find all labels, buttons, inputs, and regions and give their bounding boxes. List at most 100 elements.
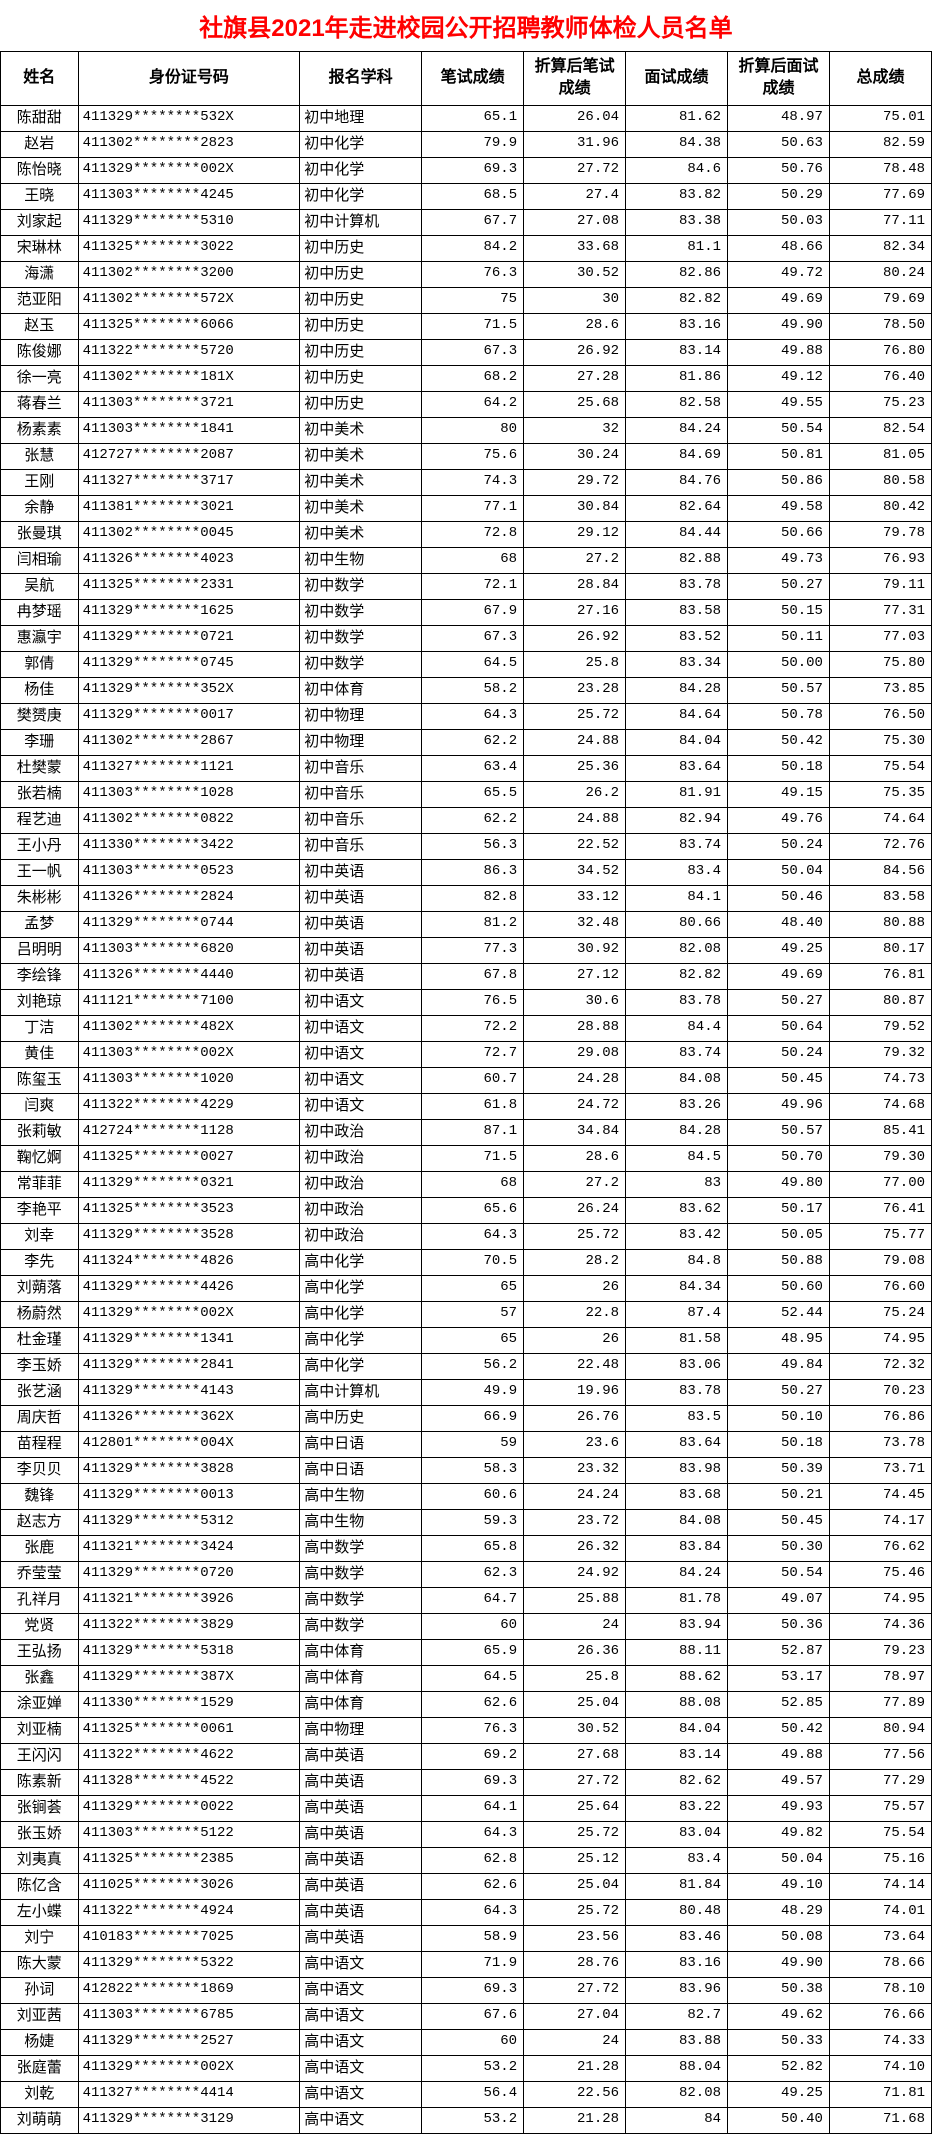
cell: 411329********0720 — [78, 1561, 300, 1587]
cell: 65.9 — [422, 1639, 524, 1665]
cell: 26.32 — [524, 1535, 626, 1561]
cell: 64.1 — [422, 1795, 524, 1821]
page-title: 社旗县2021年走进校园公开招聘教师体检人员名单 — [0, 0, 932, 51]
cell: 初中数学 — [300, 573, 422, 599]
cell: 83.58 — [626, 599, 728, 625]
table-row: 李玉娇411329********2841高中化学56.222.4883.064… — [1, 1353, 932, 1379]
cell: 83.88 — [626, 2029, 728, 2055]
cell: 49.15 — [728, 781, 830, 807]
cell: 82.64 — [626, 495, 728, 521]
cell: 25.36 — [524, 755, 626, 781]
cell: 25.68 — [524, 391, 626, 417]
table-row: 张艺涵411329********4143高中计算机49.919.9683.78… — [1, 1379, 932, 1405]
cell: 24.92 — [524, 1561, 626, 1587]
cell: 初中化学 — [300, 131, 422, 157]
cell: 49.72 — [728, 261, 830, 287]
cell: 49.88 — [728, 1743, 830, 1769]
cell: 高中英语 — [300, 1847, 422, 1873]
cell: 63.4 — [422, 755, 524, 781]
cell: 初中物理 — [300, 729, 422, 755]
cell: 74.17 — [829, 1509, 931, 1535]
cell: 19.96 — [524, 1379, 626, 1405]
cell: 27.08 — [524, 209, 626, 235]
cell: 张鑫 — [1, 1665, 79, 1691]
cell: 郭倩 — [1, 651, 79, 677]
cell: 26 — [524, 1327, 626, 1353]
cell: 李珊 — [1, 729, 79, 755]
cell: 50.33 — [728, 2029, 830, 2055]
cell: 26.24 — [524, 1197, 626, 1223]
cell: 411302********181X — [78, 365, 300, 391]
cell: 82.34 — [829, 235, 931, 261]
col-header: 总成绩 — [829, 52, 931, 106]
cell: 80.48 — [626, 1899, 728, 1925]
cell: 初中语文 — [300, 989, 422, 1015]
cell: 78.66 — [829, 1951, 931, 1977]
cell: 高中英语 — [300, 1821, 422, 1847]
cell: 77.69 — [829, 183, 931, 209]
cell: 64.3 — [422, 1223, 524, 1249]
table-row: 杨佳411329********352X初中体育58.223.2884.2850… — [1, 677, 932, 703]
cell: 84.2 — [422, 235, 524, 261]
cell: 22.8 — [524, 1301, 626, 1327]
cell: 高中数学 — [300, 1613, 422, 1639]
cell: 刘亚楠 — [1, 1717, 79, 1743]
table-row: 党贤411322********3829高中数学602483.9450.3674… — [1, 1613, 932, 1639]
cell: 59.3 — [422, 1509, 524, 1535]
cell: 魏锋 — [1, 1483, 79, 1509]
cell: 77.03 — [829, 625, 931, 651]
cell: 83 — [626, 1171, 728, 1197]
table-row: 刘幸411329********3528初中政治64.325.7283.4250… — [1, 1223, 932, 1249]
cell: 赵岩 — [1, 131, 79, 157]
cell: 初中化学 — [300, 183, 422, 209]
cell: 49.76 — [728, 807, 830, 833]
cell: 411329********0321 — [78, 1171, 300, 1197]
cell: 84.34 — [626, 1275, 728, 1301]
cell: 83.46 — [626, 1925, 728, 1951]
cell: 56.2 — [422, 1353, 524, 1379]
cell: 吴航 — [1, 573, 79, 599]
cell: 张锏荟 — [1, 1795, 79, 1821]
cell: 初中数学 — [300, 625, 422, 651]
cell: 411322********5720 — [78, 339, 300, 365]
table-row: 赵志方411329********5312高中生物59.323.7284.085… — [1, 1509, 932, 1535]
table-row: 吕明明411303********6820初中英语77.330.9282.084… — [1, 937, 932, 963]
cell: 79.52 — [829, 1015, 931, 1041]
cell: 闫相瑜 — [1, 547, 79, 573]
cell: 李艳平 — [1, 1197, 79, 1223]
cell: 50.21 — [728, 1483, 830, 1509]
cell: 50.57 — [728, 677, 830, 703]
cell: 张慧 — [1, 443, 79, 469]
cell: 74.95 — [829, 1327, 931, 1353]
cell: 76.93 — [829, 547, 931, 573]
cell: 30.52 — [524, 1717, 626, 1743]
cell: 80.58 — [829, 469, 931, 495]
cell: 50.63 — [728, 131, 830, 157]
cell: 高中化学 — [300, 1301, 422, 1327]
cell: 高中语文 — [300, 1977, 422, 2003]
table-row: 王晓411303********4245初中化学68.527.483.8250.… — [1, 183, 932, 209]
cell: 83.94 — [626, 1613, 728, 1639]
cell: 58.2 — [422, 677, 524, 703]
table-row: 冉梦瑶411329********1625初中数学67.927.1683.585… — [1, 599, 932, 625]
table-row: 惠瀛宇411329********0721初中数学67.326.9283.525… — [1, 625, 932, 651]
cell: 初中政治 — [300, 1119, 422, 1145]
cell: 71.81 — [829, 2081, 931, 2107]
cell: 82.54 — [829, 417, 931, 443]
cell: 59 — [422, 1431, 524, 1457]
cell: 74.36 — [829, 1613, 931, 1639]
cell: 50.42 — [728, 729, 830, 755]
table-row: 张鹿411321********3424高中数学65.826.3283.8450… — [1, 1535, 932, 1561]
cell: 65 — [422, 1327, 524, 1353]
cell: 84.08 — [626, 1509, 728, 1535]
cell: 30.6 — [524, 989, 626, 1015]
cell: 411302********2867 — [78, 729, 300, 755]
table-row: 赵岩411302********2823初中化学79.931.9684.3850… — [1, 131, 932, 157]
table-row: 徐一亮411302********181X初中历史68.227.2881.864… — [1, 365, 932, 391]
cell: 李玉娇 — [1, 1353, 79, 1379]
cell: 26.36 — [524, 1639, 626, 1665]
cell: 411329********002X — [78, 1301, 300, 1327]
cell: 50.88 — [728, 1249, 830, 1275]
cell: 初中英语 — [300, 911, 422, 937]
cell: 75.54 — [829, 1821, 931, 1847]
